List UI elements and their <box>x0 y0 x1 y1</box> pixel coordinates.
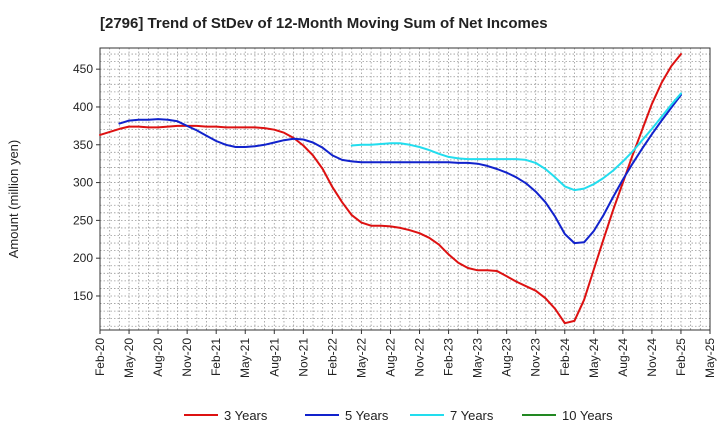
series-line-5-years <box>118 93 682 245</box>
x-tick-label: Nov-24 <box>645 338 659 377</box>
legend-label-2: 7 Years <box>450 408 494 423</box>
x-tick-label: May-24 <box>587 338 601 378</box>
y-tick-label: 200 <box>73 251 93 265</box>
x-tick-label: Nov-20 <box>180 338 194 377</box>
x-tick-label: Feb-23 <box>442 338 456 376</box>
series-line-3-years <box>99 53 682 325</box>
legend-label-0: 3 Years <box>224 408 268 423</box>
x-tick-label: Nov-22 <box>413 338 427 377</box>
x-tick-label: Aug-21 <box>267 338 281 377</box>
series-line-7-years <box>350 92 682 192</box>
chart-title: [2796] Trend of StDev of 12-Month Moving… <box>100 15 548 32</box>
x-tick-label: Aug-24 <box>616 338 630 377</box>
x-tick-label: Aug-20 <box>151 338 165 377</box>
x-tick-label: Feb-24 <box>558 338 572 376</box>
x-tick-label: Nov-23 <box>529 338 543 377</box>
y-axis-label: Amount (million yen) <box>6 140 21 259</box>
x-tick-label: Feb-20 <box>93 338 107 376</box>
plot-area <box>100 48 710 330</box>
x-tick-label: Feb-22 <box>325 338 339 376</box>
y-tick-label: 400 <box>73 100 93 114</box>
plot-frame <box>99 47 711 331</box>
x-tick-label: Aug-23 <box>500 338 514 377</box>
y-tick-label: 250 <box>73 213 93 227</box>
x-tick-label: Aug-22 <box>383 338 397 377</box>
legend-label-3: 10 Years <box>562 408 613 423</box>
legend-label-1: 5 Years <box>345 408 389 423</box>
x-tick-label: Feb-25 <box>674 338 688 376</box>
x-tick-label: May-20 <box>122 338 136 378</box>
x-tick-label: Nov-21 <box>296 338 310 377</box>
y-tick-label: 150 <box>73 289 93 303</box>
x-tick-label: Feb-21 <box>209 338 223 376</box>
y-tick-label: 350 <box>73 138 93 152</box>
x-tick-label: May-21 <box>238 338 252 378</box>
y-tick-label: 450 <box>73 62 93 76</box>
x-tick-label: May-23 <box>471 338 485 378</box>
x-tick-label: May-22 <box>354 338 368 378</box>
y-tick-label: 300 <box>73 176 93 190</box>
x-tick-label: May-25 <box>703 338 717 378</box>
